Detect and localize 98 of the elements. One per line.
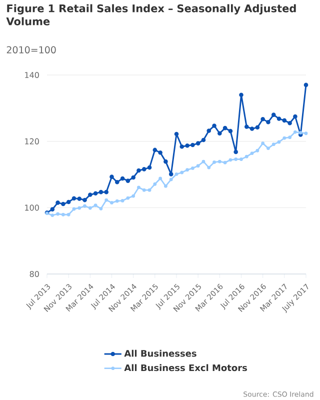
point [207, 166, 211, 170]
point [256, 148, 260, 152]
point [158, 150, 162, 155]
point [255, 125, 260, 130]
point [196, 141, 200, 146]
point [126, 178, 130, 183]
point [201, 138, 206, 142]
point [132, 194, 136, 198]
point [120, 199, 124, 202]
point [82, 198, 87, 202]
point [212, 124, 216, 128]
y-tick-label: 100 [25, 204, 39, 211]
point [168, 172, 174, 176]
point [250, 152, 254, 155]
point [186, 168, 189, 172]
point [271, 112, 276, 117]
point [282, 118, 287, 123]
point [261, 142, 265, 146]
point [120, 176, 125, 181]
point [66, 212, 70, 216]
point [110, 174, 114, 179]
point [61, 202, 66, 206]
point [131, 175, 136, 180]
point [228, 158, 232, 162]
point [83, 204, 86, 208]
point [190, 166, 194, 170]
point [266, 120, 270, 124]
point [288, 136, 292, 140]
point [234, 158, 238, 161]
point [50, 207, 55, 212]
point [272, 142, 276, 146]
point [153, 182, 157, 186]
legend-label: All Businesses [124, 350, 196, 357]
point [276, 116, 282, 121]
point [56, 200, 60, 205]
point [72, 207, 76, 211]
point [174, 172, 178, 176]
point [77, 196, 82, 201]
point [223, 160, 227, 164]
point [137, 186, 140, 190]
chart-subtitle: 2010=100 [6, 46, 56, 54]
point [234, 150, 238, 154]
point [61, 212, 65, 216]
point [304, 82, 308, 88]
point [218, 131, 222, 136]
point [66, 200, 71, 204]
point [298, 131, 302, 134]
point [114, 180, 120, 184]
point [244, 124, 249, 129]
point [115, 199, 119, 203]
point [104, 190, 108, 194]
point [244, 154, 248, 158]
point [239, 92, 244, 98]
point [136, 168, 141, 173]
point [56, 212, 60, 216]
point [282, 136, 286, 140]
point [142, 167, 146, 172]
point [228, 128, 233, 134]
point [240, 158, 243, 161]
legend-label: All Business Excl Motors [124, 364, 247, 372]
point [152, 148, 158, 152]
point [98, 190, 104, 194]
point [288, 120, 292, 126]
point [104, 198, 108, 202]
point [196, 164, 200, 168]
point [206, 128, 212, 133]
point [190, 142, 195, 148]
point [158, 176, 162, 180]
point [142, 188, 146, 192]
point [88, 192, 92, 197]
point [78, 206, 82, 210]
point [174, 132, 179, 136]
point [99, 206, 103, 210]
point [126, 196, 130, 200]
point [164, 184, 168, 188]
point [222, 126, 228, 130]
point [260, 116, 265, 122]
point [88, 206, 92, 210]
point [72, 196, 76, 201]
y-tick-label: 120 [25, 138, 39, 144]
point [180, 170, 184, 174]
point [180, 144, 184, 149]
point [250, 126, 254, 131]
point [148, 188, 152, 192]
point [147, 165, 152, 170]
point [185, 143, 190, 148]
point [164, 159, 168, 164]
point [266, 146, 270, 150]
chart-title: Figure 1 Retail Sales Index – Seasonally Adjusted Volume [6, 4, 296, 26]
y-tick-label: 140 [25, 72, 39, 78]
point [277, 140, 281, 144]
point [94, 204, 98, 208]
point [212, 160, 216, 164]
point [93, 191, 98, 196]
y-tick-label: 80 [30, 270, 39, 278]
point [50, 214, 54, 217]
point [293, 114, 298, 119]
point [294, 130, 297, 134]
